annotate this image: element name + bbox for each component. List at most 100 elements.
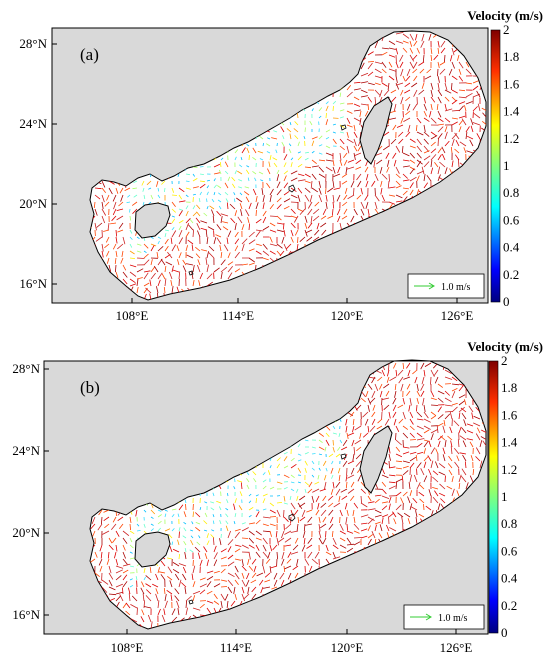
velocity-vector — [437, 110, 442, 118]
velocity-vector — [317, 474, 320, 480]
velocity-vector — [266, 151, 271, 154]
velocity-vector — [203, 212, 208, 217]
velocity-vector — [369, 397, 376, 404]
velocity-vector — [310, 180, 313, 189]
velocity-vector — [157, 246, 164, 252]
velocity-vector — [395, 453, 403, 458]
velocity-vector — [110, 222, 117, 225]
velocity-vector — [440, 40, 446, 48]
velocity-vector — [389, 376, 397, 382]
velocity-vector — [168, 533, 173, 539]
velocity-vector — [262, 544, 267, 552]
velocity-vector — [325, 166, 333, 172]
velocity-vector — [241, 537, 249, 539]
velocity-vector — [337, 166, 341, 174]
velocity-vector — [234, 531, 240, 539]
velocity-vector — [145, 287, 152, 294]
velocity-vector — [415, 454, 418, 462]
velocity-vector — [403, 512, 411, 518]
velocity-vector — [262, 516, 271, 519]
velocity-vector — [143, 259, 150, 266]
velocity-vector — [416, 383, 419, 391]
velocity-vector — [458, 394, 466, 399]
velocity-vector — [141, 609, 145, 616]
velocity-vector — [206, 533, 209, 539]
velocity-vector — [297, 179, 306, 182]
velocity-vector — [355, 460, 362, 467]
velocity-vector — [312, 488, 320, 493]
velocity-vector — [409, 182, 414, 189]
velocity-vector — [325, 101, 329, 105]
velocity-vector — [108, 586, 116, 591]
velocity-vector — [423, 138, 429, 145]
velocity-vector — [367, 103, 369, 111]
velocity-vector — [374, 68, 382, 74]
velocity-vector — [381, 474, 389, 479]
velocity-vector — [461, 468, 467, 476]
velocity-vector — [171, 187, 175, 193]
velocity-vector — [458, 105, 464, 112]
velocity-vector — [157, 527, 161, 532]
velocity-vector — [182, 573, 187, 581]
velocity-vector — [234, 579, 239, 586]
velocity-vector — [269, 544, 273, 552]
velocity-vector — [293, 509, 299, 516]
velocity-vector — [367, 62, 373, 70]
velocity-vector — [129, 584, 134, 588]
velocity-vector — [227, 493, 229, 497]
velocity-vector — [364, 166, 369, 173]
velocity-vector — [307, 208, 313, 216]
velocity-vector — [416, 390, 421, 397]
velocity-vector — [234, 513, 237, 518]
velocity-vector — [344, 502, 348, 510]
velocity-vector — [108, 264, 112, 272]
velocity-vector — [437, 503, 441, 511]
velocity-vector — [423, 96, 426, 104]
taiwan-island — [359, 96, 393, 165]
velocity-vector — [409, 159, 416, 164]
velocity-vector — [125, 610, 131, 616]
velocity-vector — [298, 502, 306, 508]
velocity-vector — [100, 551, 103, 559]
colorbar-tick-label: 2 — [501, 353, 508, 368]
velocity-vector — [315, 509, 320, 516]
velocity-vector — [356, 446, 362, 452]
velocity-vector — [450, 440, 453, 448]
velocity-vector — [107, 551, 110, 559]
velocity-vector — [432, 497, 439, 504]
velocity-vector — [236, 197, 243, 203]
velocity-vector — [444, 117, 451, 123]
velocity-vector — [433, 369, 439, 377]
velocity-vector — [346, 91, 353, 98]
velocity-vector — [437, 383, 444, 388]
velocity-vector — [210, 501, 215, 504]
velocity-vector — [328, 523, 334, 530]
velocity-vector — [136, 257, 145, 259]
velocity-vector — [206, 570, 214, 574]
velocity-vector — [430, 89, 433, 97]
velocity-vector — [318, 135, 323, 140]
velocity-vector — [122, 530, 130, 537]
velocity-vector — [451, 96, 457, 102]
velocity-vector — [206, 540, 210, 546]
small-island — [188, 270, 194, 276]
velocity-vector — [437, 126, 444, 133]
velocity-vector — [331, 460, 334, 465]
velocity-vector — [475, 406, 481, 413]
velocity-vector — [297, 467, 302, 473]
velocity-vector — [263, 586, 271, 589]
velocity-vector — [339, 131, 344, 134]
velocity-vector — [307, 201, 313, 209]
velocity-vector — [261, 188, 264, 196]
velocity-vector — [122, 551, 126, 559]
velocity-vector — [381, 495, 390, 499]
velocity-vector — [157, 567, 160, 574]
velocity-vector — [317, 502, 320, 510]
velocity-vector — [284, 530, 292, 535]
velocity-vector — [233, 586, 236, 594]
velocity-vector — [245, 169, 250, 175]
velocity-vector — [150, 243, 157, 247]
velocity-vector — [421, 376, 425, 385]
velocity-vector — [101, 194, 105, 203]
y-tick-label: 28°N — [12, 361, 40, 376]
